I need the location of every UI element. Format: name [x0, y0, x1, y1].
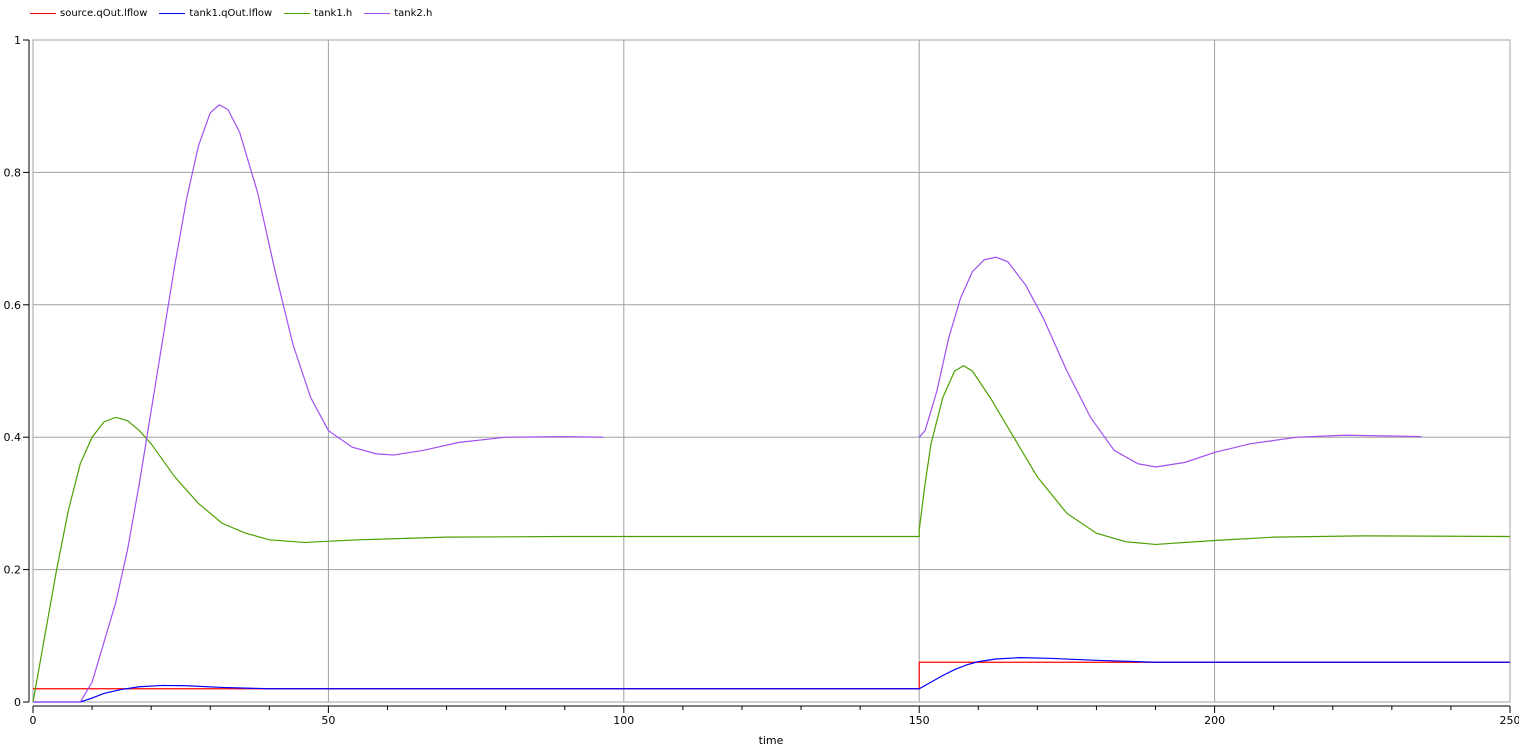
x-tick-label: 50	[321, 714, 335, 727]
legend-swatch	[159, 13, 186, 14]
legend-item: source.qOut.lflow	[30, 8, 147, 19]
legend: source.qOut.lflow tank1.qOut.lflow tank1.h…	[30, 8, 432, 19]
series-line-tank1-qOut-lflow	[33, 657, 1510, 703]
series-line-tank1-h	[32, 365, 1511, 703]
x-tick-label: 250	[1500, 714, 1519, 727]
legend-item: tank2.h	[364, 8, 432, 19]
legend-swatch	[284, 13, 311, 14]
legend-swatch	[30, 13, 56, 14]
legend-label: tank1.h	[314, 8, 353, 19]
legend-label: tank2.h	[394, 8, 433, 19]
legend-item: tank1.h	[284, 8, 352, 19]
x-tick-label: 100	[613, 714, 634, 727]
x-axis-label: time	[759, 734, 784, 746]
y-tick-label: 1	[14, 34, 21, 47]
x-tick-label: 150	[909, 714, 930, 727]
y-tick-label: 0.2	[4, 564, 22, 577]
y-tick-label: 0	[14, 696, 21, 709]
y-tick-label: 0.6	[4, 299, 22, 312]
x-tick-label: 0	[30, 714, 37, 727]
series-line-tank2-h	[33, 104, 604, 703]
series-line-tank2-h	[918, 256, 1422, 468]
plot-area	[32, 39, 1511, 703]
legend-label: source.qOut.lflow	[60, 8, 148, 19]
legend-label: tank1.qOut.lflow	[189, 8, 273, 19]
series-line-source-qOut-lflow	[33, 661, 1510, 690]
legend-item: tank1.qOut.lflow	[159, 8, 272, 19]
legend-swatch	[364, 13, 391, 14]
x-tick-label: 200	[1204, 714, 1225, 727]
y-tick-label: 0.4	[4, 431, 22, 444]
y-tick-label: 0.8	[4, 166, 22, 179]
